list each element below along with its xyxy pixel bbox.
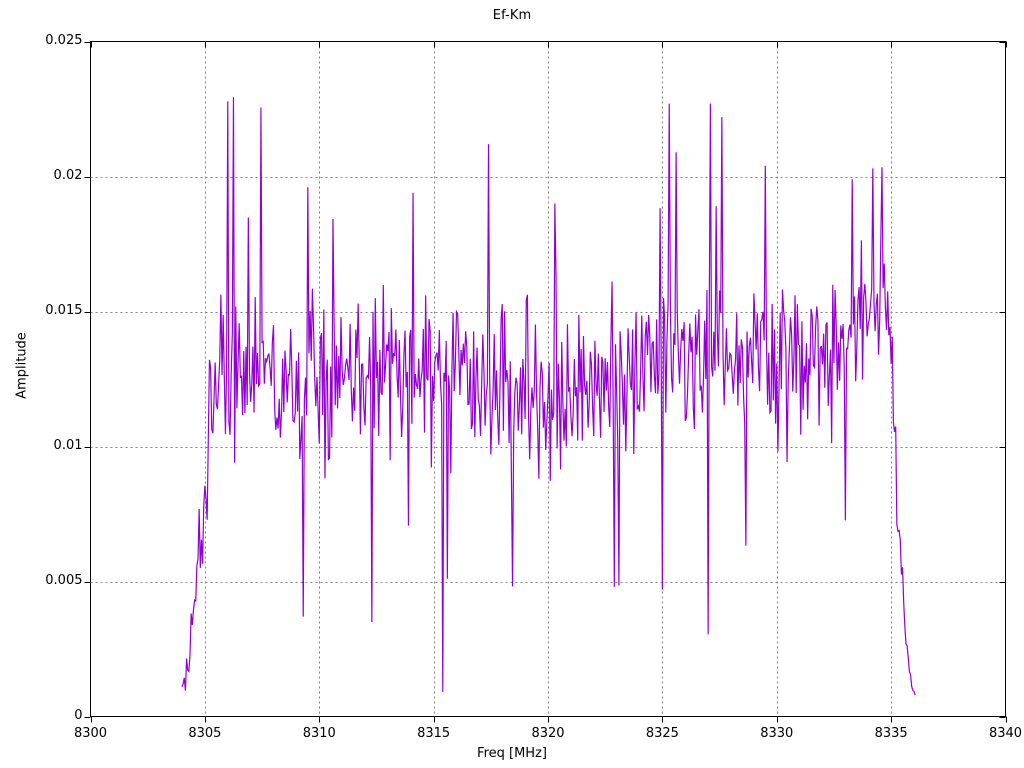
y-tick-label: 0.015 xyxy=(45,302,83,318)
x-tick-label: 8320 xyxy=(531,725,565,741)
y-tick-label: 0 xyxy=(74,707,83,723)
x-axis-label: Freq [MHz] xyxy=(477,746,547,761)
data-series-line xyxy=(181,97,916,696)
y-tick-label: 0.005 xyxy=(45,572,83,588)
axis-ticks xyxy=(84,41,1007,723)
plot-frame xyxy=(90,41,1006,717)
x-tick-label: 8310 xyxy=(302,725,336,741)
x-tick-label: 8315 xyxy=(417,725,451,741)
y-tick-label: 0.01 xyxy=(53,437,83,453)
x-tick-label: 8335 xyxy=(874,725,908,741)
x-tick-label: 8300 xyxy=(73,725,108,741)
x-tick-label: 8330 xyxy=(760,725,794,741)
data-series-group xyxy=(181,97,916,696)
chart-title: Ef-Km xyxy=(492,8,532,23)
x-tick-label: 8325 xyxy=(645,725,679,741)
y-axis-label: Amplitude xyxy=(14,332,30,399)
x-tick-label: 8340 xyxy=(988,725,1023,741)
y-tick-label: 0.02 xyxy=(53,167,83,183)
y-tick-label: 0.025 xyxy=(45,32,83,48)
x-tick-label: 8305 xyxy=(188,725,222,741)
